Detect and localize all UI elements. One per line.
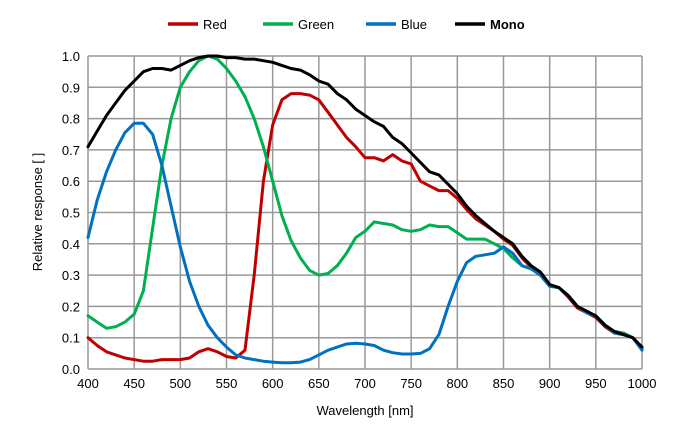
y-axis-label: Relative response [ ] [30,153,45,272]
y-tick-label: 0.0 [62,362,80,377]
x-tick-label: 850 [493,376,515,391]
legend-item-green: Green [263,17,334,32]
legend-item-blue: Blue [366,17,427,32]
x-tick-label: 450 [123,376,145,391]
legend-label: Blue [401,17,427,32]
y-tick-label: 0.8 [62,112,80,127]
x-tick-label: 800 [446,376,468,391]
legend-label: Green [298,17,334,32]
x-tick-label: 950 [585,376,607,391]
y-tick-label: 1.0 [62,49,80,64]
y-tick-label: 0.7 [62,143,80,158]
y-tick-label: 0.6 [62,174,80,189]
x-tick-label: 600 [262,376,284,391]
legend-item-red: Red [168,17,227,32]
grid [87,55,643,370]
x-tick-label: 700 [354,376,376,391]
y-tick-label: 0.1 [62,331,80,346]
legend-label: Red [203,17,227,32]
series-lines [86,54,644,365]
y-tick-label: 0.4 [62,237,80,252]
x-axis-ticks: 400 450 500 550 600 650 700 750 800 850 900 950 1000 [77,376,656,391]
y-tick-label: 0.9 [62,80,80,95]
x-tick-label: 650 [308,376,330,391]
x-axis-label: Wavelength [nm] [316,403,413,418]
x-tick-label: 1000 [628,376,657,391]
legend-label: Mono [490,17,525,32]
x-tick-label: 400 [77,376,99,391]
x-tick-label: 550 [216,376,238,391]
x-tick-label: 750 [400,376,422,391]
y-axis-ticks: 0.0 0.1 0.2 0.3 0.4 0.5 0.6 0.7 0.8 0.9 1.0 [62,49,80,377]
x-tick-label: 900 [539,376,561,391]
legend: Red Green Blue Mono [168,17,525,32]
legend-item-mono: Mono [455,17,525,32]
series-line-mono [86,54,644,349]
series-line-blue [86,121,644,365]
x-tick-label: 500 [169,376,191,391]
y-tick-label: 0.2 [62,299,80,314]
y-tick-label: 0.3 [62,268,80,283]
y-tick-label: 0.5 [62,206,80,221]
